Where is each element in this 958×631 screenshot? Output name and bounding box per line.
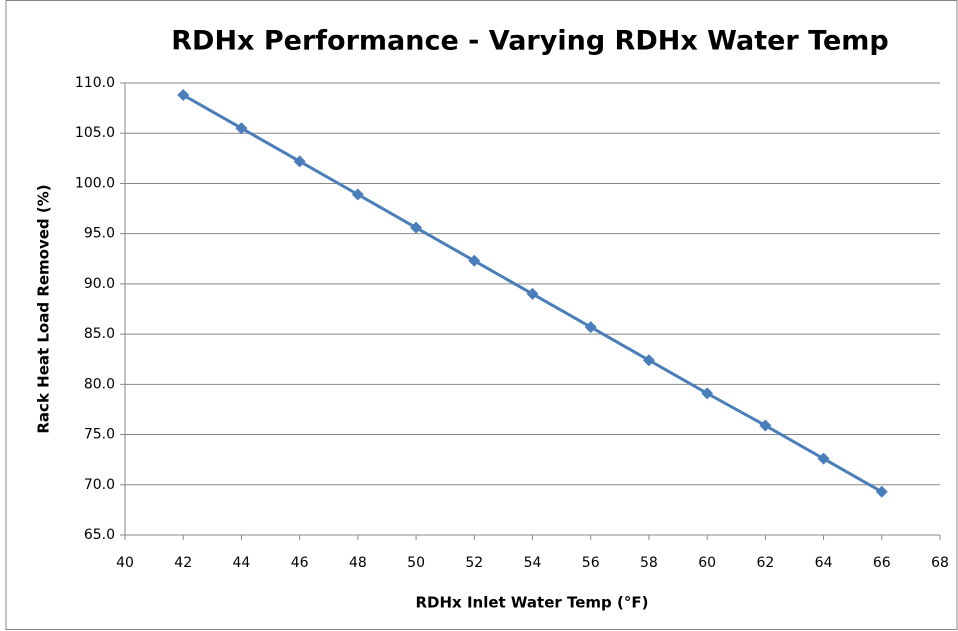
data-point	[759, 419, 772, 432]
x-tick-label: 58	[640, 555, 658, 571]
data-point	[235, 122, 248, 135]
x-tick-label: 60	[698, 555, 716, 571]
y-tick-label: 75.0	[84, 427, 115, 443]
data-point	[526, 287, 539, 300]
data-point	[642, 354, 655, 367]
data-point	[351, 188, 364, 201]
data-point	[410, 221, 423, 234]
x-tick-label: 68	[931, 555, 949, 571]
chart-frame	[5, 0, 958, 630]
data-point	[875, 485, 888, 498]
x-tick-label: 62	[756, 555, 774, 571]
x-tick-label: 66	[873, 555, 891, 571]
y-tick-label: 100.0	[75, 175, 115, 191]
x-tick-label: 42	[174, 555, 192, 571]
x-tick-label: 48	[349, 555, 367, 571]
y-tick-label: 65.0	[84, 527, 115, 543]
x-tick-label: 50	[407, 555, 425, 571]
x-tick-label: 52	[465, 555, 483, 571]
x-tick-label: 64	[815, 555, 833, 571]
data-point	[584, 321, 597, 334]
y-tick-label: 80.0	[84, 376, 115, 392]
data-point	[177, 89, 190, 102]
y-axis-label: Rack Heat Load Removed (%)	[35, 184, 53, 433]
x-tick-label: 44	[233, 555, 251, 571]
x-axis-label: RDHx Inlet Water Temp (°F)	[416, 594, 649, 612]
y-tick-label: 95.0	[84, 226, 115, 242]
data-point	[293, 155, 306, 168]
x-tick-label: 54	[524, 555, 542, 571]
y-tick-label: 90.0	[84, 276, 115, 292]
y-tick-label: 110.0	[75, 75, 115, 91]
chart-title: RDHx Performance - Varying RDHx Water Te…	[171, 26, 889, 57]
y-tick-label: 105.0	[75, 125, 115, 141]
x-tick-label: 46	[291, 555, 309, 571]
data-point	[817, 452, 830, 465]
data-point	[701, 387, 714, 400]
x-tick-label: 40	[116, 555, 134, 571]
data-point	[468, 254, 481, 267]
y-tick-label: 85.0	[84, 326, 115, 342]
x-tick-label: 56	[582, 555, 600, 571]
y-tick-label: 70.0	[84, 477, 115, 493]
